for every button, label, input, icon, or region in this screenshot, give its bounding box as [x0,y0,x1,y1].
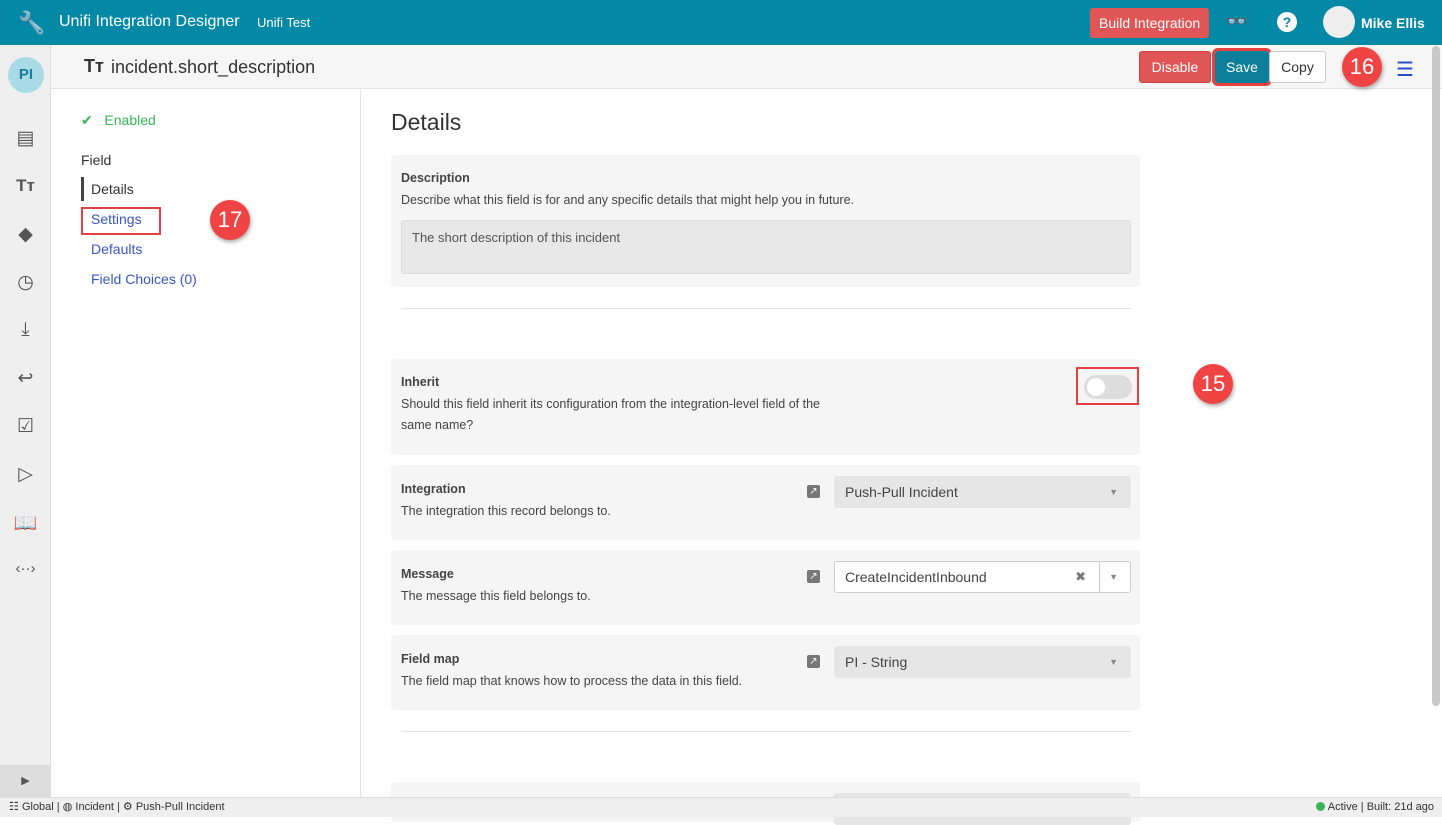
message-label: Message [401,567,454,581]
divider [401,308,1131,309]
annotation-badge-16: 16 [1342,47,1382,87]
field-map-help: The field map that knows how to process … [401,674,743,688]
gear-icon: ⚙ [122,801,133,813]
record-header: Tт incident.short_description Disable Sa… [51,45,1442,89]
copy-button[interactable]: Copy [1269,51,1326,83]
globe-icon: ◍ [62,801,73,813]
chevron-down-icon: ▼ [1109,657,1118,667]
text-field-icon: Tт [84,56,104,76]
text-field-icon[interactable]: Tт [16,176,35,195]
left-nav: ✔ Enabled Field Details Settings Default… [51,89,361,797]
nav-section-field: Field [81,152,112,168]
icon-rail: PI ▤ Tт ◆ ◷ ⤓ ↩ ☑ ▷ 📖 ‹··› ▶ [0,45,51,797]
nav-item-details[interactable]: Details [81,177,134,201]
open-link-icon[interactable]: ↗ [807,570,820,583]
field-map-value: PI - String [845,654,908,670]
field-map-card: Field map The field map that knows how t… [391,635,1140,710]
hamburger-menu-icon[interactable]: ☰ [1396,59,1414,81]
description-card: Description Describe what this field is … [391,155,1140,287]
build-integration-button[interactable]: Build Integration [1090,8,1210,38]
description-label: Description [401,171,470,185]
nav-item-defaults[interactable]: Defaults [91,241,143,257]
table-label[interactable]: Incident [75,801,114,813]
integration-card: Integration The integration this record … [391,465,1140,540]
integration-label[interactable]: Push-Pull Incident [135,801,225,813]
directions-icon[interactable]: ◆ [18,224,33,245]
active-status-dot [1316,802,1326,811]
top-bar: 🔧 Unifi Integration Designer Unifi Test … [0,0,1442,45]
check-icon: ✔ [81,112,93,128]
message-help: The message this field belongs to. [401,589,591,603]
document-icon[interactable]: ▤ [16,128,35,149]
description-input[interactable]: The short description of this incident [401,220,1131,274]
nav-item-field-choices[interactable]: Field Choices (0) [91,271,197,287]
integration-avatar[interactable]: PI [8,57,44,93]
inherit-help: Should this field inherit its configurat… [401,397,820,432]
description-help: Describe what this field is for and any … [401,193,855,207]
field-map-select: PI - String ▼ [834,646,1131,678]
grid-icon: ☷ [9,801,19,813]
page-heading: Details [391,109,462,135]
scrollbar[interactable] [1432,46,1440,706]
chevron-down-icon: ▼ [1109,487,1118,497]
clipboard-check-icon[interactable]: ☑ [16,416,35,437]
annotation-badge-17: 17 [210,200,250,240]
open-link-icon[interactable]: ↗ [807,655,820,668]
status-bar: ☷ Global | ◍ Incident | ⚙ Push-Pull Inci… [0,797,1442,817]
glasses-icon[interactable]: 👓 [1226,12,1248,31]
annotation-badge-15: 15 [1193,364,1233,404]
message-value: CreateIncidentInbound [845,569,987,585]
book-icon[interactable]: 📖 [13,513,38,534]
disable-button[interactable]: Disable [1139,51,1211,83]
wrench-icon: 🔧 [18,10,46,35]
integration-select: Push-Pull Incident ▼ [834,476,1131,508]
user-avatar[interactable] [1323,6,1355,38]
scope-label[interactable]: Global [21,801,54,813]
inherit-card: Inherit Should this field inherit its co… [391,359,1140,455]
nav-item-settings[interactable]: Settings [91,211,142,227]
reply-icon[interactable]: ↩ [17,368,34,389]
integration-label: Integration [401,482,466,496]
active-label: Active [1327,801,1358,813]
open-link-icon[interactable]: ↗ [807,485,820,498]
user-name[interactable]: Mike Ellis [1361,15,1425,31]
help-icon[interactable]: ? [1277,12,1297,32]
save-button[interactable]: Save [1212,48,1272,86]
record-title: incident.short_description [111,57,316,77]
expand-rail-button[interactable]: ▶ [0,765,51,797]
divider [401,731,1131,732]
history-icon[interactable]: ◷ [17,272,34,293]
app-title[interactable]: Unifi Integration Designer [59,13,240,30]
integration-value: Push-Pull Incident [845,484,958,500]
code-icon[interactable]: ‹··› [15,560,36,577]
settings-highlight [81,207,161,235]
message-card: Message The message this field belongs t… [391,550,1140,625]
inherit-toggle[interactable] [1076,367,1139,405]
play-circle-icon[interactable]: ▷ [18,464,33,485]
message-select[interactable]: CreateIncidentInbound ✖ ▼ [834,561,1131,593]
status-label: Enabled [104,112,156,128]
built-label: Built: 21d ago [1366,801,1434,813]
clear-icon[interactable]: ✖ [1075,569,1086,584]
field-map-label: Field map [401,652,460,666]
download-icon[interactable]: ⤓ [21,319,30,340]
instance-name: Unifi Test [257,15,311,30]
inherit-label: Inherit [401,375,440,389]
enabled-status: ✔ Enabled [81,112,156,129]
integration-help: The integration this record belongs to. [401,504,611,518]
chevron-down-icon[interactable]: ▼ [1109,572,1118,582]
